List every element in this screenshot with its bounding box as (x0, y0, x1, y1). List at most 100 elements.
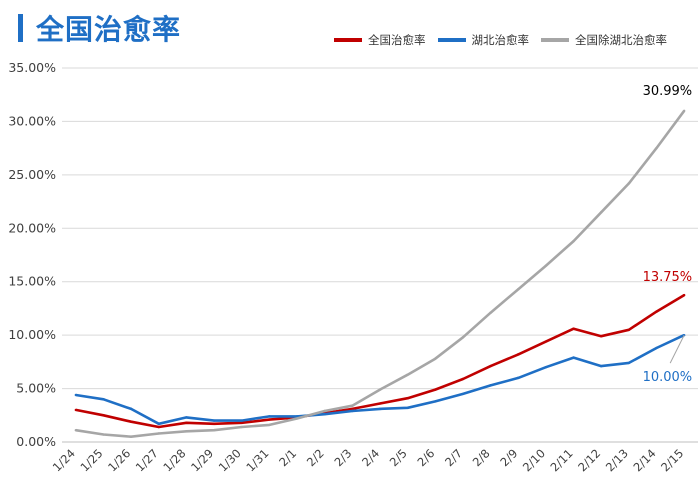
x-tick-label: 2/3 (331, 446, 354, 469)
x-tick-label: 1/29 (188, 446, 216, 474)
data-point (240, 425, 243, 429)
data-point (572, 239, 575, 243)
data-point (489, 311, 492, 314)
data-point (129, 407, 133, 411)
x-tick-label: 2/6 (414, 446, 437, 469)
data-point (572, 356, 575, 359)
data-point (295, 415, 299, 418)
data-point (517, 287, 520, 291)
x-tick-label: 2/7 (442, 446, 465, 469)
y-tick-label: 10.00% (8, 327, 56, 342)
data-point (406, 406, 409, 410)
chart-title: 全国治愈率 (36, 13, 182, 46)
data-point (185, 430, 188, 433)
data-point (74, 393, 78, 397)
x-tick-label: 1/27 (133, 446, 161, 474)
x-tick-label: 2/4 (359, 446, 382, 469)
data-point (323, 409, 326, 413)
data-point (295, 417, 299, 420)
end-label-leader-hubei (669, 334, 685, 364)
data-point (102, 414, 105, 417)
y-tick-label: 20.00% (8, 220, 56, 235)
data-point (655, 310, 658, 313)
data-point (102, 433, 105, 436)
data-point (461, 336, 465, 339)
x-tick-label: 2/10 (520, 446, 548, 474)
data-point (240, 421, 243, 424)
data-point (240, 419, 243, 422)
data-point (157, 432, 160, 435)
legend-label-national: 全国治愈率 (368, 33, 426, 47)
y-tick-label: 5.00% (16, 381, 56, 396)
series-line-0 (75, 293, 685, 429)
data-point (351, 404, 354, 407)
legend-item-excluding-hubei: 全国除湖北治愈率 (541, 32, 667, 48)
data-point (185, 421, 188, 424)
series-line-2 (75, 110, 686, 439)
data-point (157, 425, 160, 429)
x-tick-label: 2/15 (658, 446, 686, 474)
data-point (434, 357, 437, 360)
title-accent-bar (18, 14, 23, 42)
y-tick-label: 35.00% (8, 60, 56, 75)
legend: 全国治愈率 湖北治愈率 全国除湖北治愈率 (334, 32, 679, 48)
legend-item-hubei: 湖北治愈率 (437, 32, 530, 48)
data-point (351, 407, 354, 411)
x-tick-label: 2/5 (387, 446, 410, 469)
data-point (544, 264, 548, 267)
data-point (627, 182, 631, 185)
end-label-excluding-hubei: 30.99% (643, 84, 693, 99)
data-point (268, 415, 271, 418)
x-tick-label: 2/13 (603, 446, 631, 474)
data-point (74, 429, 78, 432)
legend-swatch-excluding-hubei (541, 38, 569, 42)
x-tick-label: 2/8 (470, 446, 493, 469)
data-point (434, 400, 437, 403)
x-tick-label: 1/24 (50, 446, 78, 474)
data-point (627, 361, 631, 365)
y-tick-label: 15.00% (8, 274, 56, 289)
data-point (627, 328, 631, 331)
series-line-1 (75, 333, 685, 426)
data-point (323, 413, 326, 416)
data-point (378, 388, 382, 391)
y-tick-label: 25.00% (8, 167, 56, 182)
data-point (406, 396, 409, 400)
data-point (102, 398, 105, 401)
data-point (212, 422, 216, 426)
data-point (268, 423, 271, 427)
data-point (157, 422, 160, 426)
x-tick-label: 1/26 (105, 446, 133, 474)
data-point (517, 353, 520, 356)
data-point (489, 364, 492, 368)
data-point (378, 402, 382, 405)
x-tick-label: 2/1 (276, 446, 299, 469)
data-point (268, 418, 271, 421)
x-tick-label: 1/31 (243, 446, 271, 474)
data-point (517, 376, 520, 380)
x-tick-label: 1/30 (216, 446, 244, 474)
x-tick-label: 2/11 (548, 446, 576, 474)
y-tick-label: 30.00% (8, 113, 56, 128)
data-point (600, 211, 603, 214)
data-point (544, 366, 548, 369)
data-point (434, 388, 437, 391)
legend-label-hubei: 湖北治愈率 (471, 33, 530, 47)
data-point (212, 419, 216, 422)
legend-label-excluding-hubei: 全国除湖北治愈率 (575, 33, 667, 47)
x-tick-label: 1/25 (77, 446, 105, 474)
data-point (129, 435, 133, 438)
data-point (682, 293, 686, 297)
data-point (655, 346, 658, 350)
data-point (351, 409, 354, 413)
data-point (406, 373, 409, 376)
data-point (600, 364, 603, 368)
data-point (572, 327, 575, 330)
legend-swatch-national (334, 38, 362, 42)
data-point (74, 408, 78, 412)
data-point (461, 377, 465, 381)
end-label-hubei: 10.00% (643, 370, 693, 385)
data-point (544, 340, 548, 343)
